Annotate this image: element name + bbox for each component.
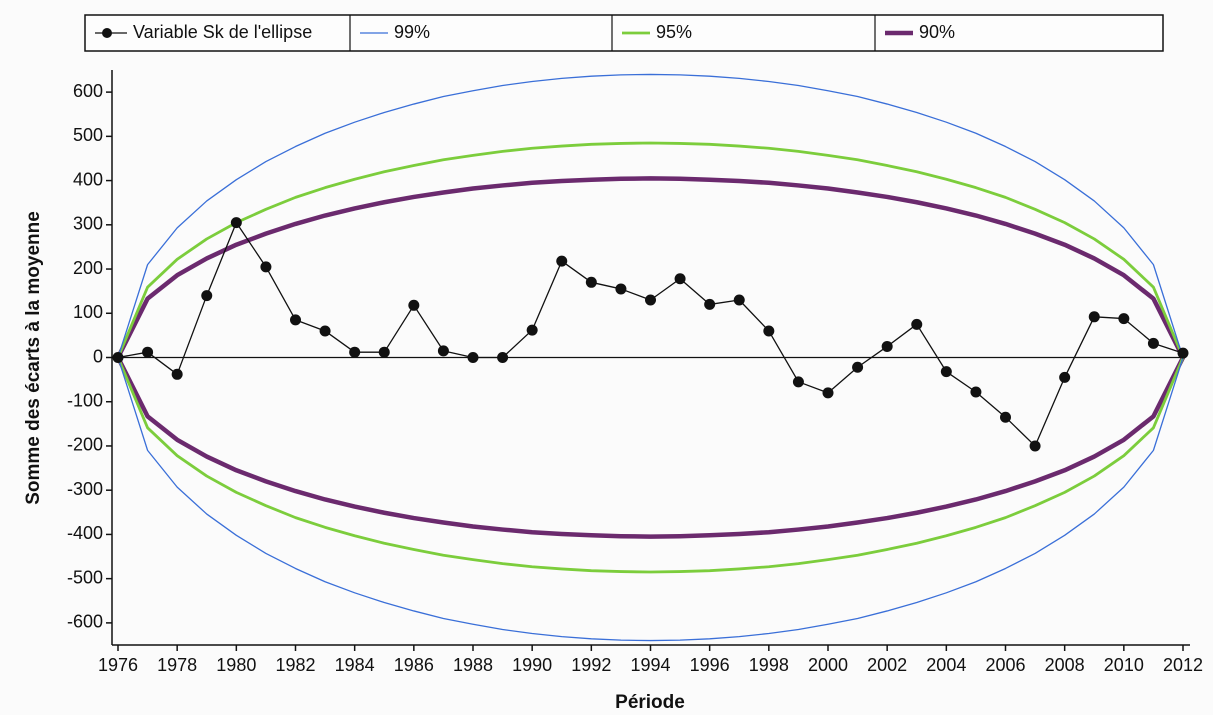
point <box>763 325 775 337</box>
y-tick-label: -100 <box>67 390 103 410</box>
band-lower <box>117 357 1184 642</box>
point <box>1000 411 1011 423</box>
band-upper <box>117 73 1184 358</box>
legend-label: Variable Sk de l'ellipse <box>133 22 312 42</box>
y-tick-label: -200 <box>67 435 103 455</box>
point <box>615 283 627 295</box>
point <box>970 386 982 398</box>
point <box>349 346 361 358</box>
point <box>1147 337 1159 349</box>
x-tick-label: 2010 <box>1104 655 1144 675</box>
point <box>556 255 568 267</box>
x-tick-label: 1998 <box>749 655 789 675</box>
point <box>437 345 449 357</box>
x-tick-label: 1994 <box>630 655 670 675</box>
band-lower <box>115 356 1186 539</box>
x-tick-label: 2006 <box>985 655 1025 675</box>
legend-marker <box>102 28 112 38</box>
y-tick-label: 300 <box>73 214 103 234</box>
point <box>852 361 864 373</box>
x-tick-label: 1984 <box>335 655 375 675</box>
x-tick-label: 2012 <box>1163 655 1203 675</box>
point <box>940 366 952 378</box>
band-lower <box>116 356 1185 574</box>
y-tick-label: 600 <box>73 81 103 101</box>
x-tick-label: 1978 <box>157 655 197 675</box>
point <box>378 346 390 358</box>
y-tick-label: 0 <box>93 346 103 366</box>
y-tick-label: -500 <box>67 567 103 587</box>
y-tick-label: 200 <box>73 258 103 278</box>
band-upper <box>115 176 1186 359</box>
point <box>792 376 804 388</box>
point <box>1088 311 1100 323</box>
series-line <box>117 221 1184 447</box>
point <box>881 340 893 352</box>
x-tick-label: 1990 <box>512 655 552 675</box>
band-upper <box>116 141 1185 359</box>
y-tick-label: 400 <box>73 169 103 189</box>
x-tick-label: 1986 <box>394 655 434 675</box>
point <box>142 346 154 358</box>
x-tick-label: 1988 <box>453 655 493 675</box>
x-tick-label: 2000 <box>808 655 848 675</box>
x-tick-label: 2008 <box>1045 655 1085 675</box>
x-tick-label: 2002 <box>867 655 907 675</box>
point <box>822 387 834 399</box>
point <box>497 352 509 363</box>
point <box>704 298 716 310</box>
point <box>112 352 124 363</box>
point <box>319 325 331 337</box>
point <box>171 368 183 380</box>
point <box>674 273 686 285</box>
x-tick-label: 1976 <box>98 655 138 675</box>
legend-label: 99% <box>394 22 430 42</box>
point <box>260 261 272 273</box>
legend-label: 90% <box>919 22 955 42</box>
point <box>733 294 745 306</box>
point <box>1059 371 1071 383</box>
x-tick-label: 2004 <box>926 655 966 675</box>
legend-label: 95% <box>656 22 692 42</box>
point <box>585 276 597 288</box>
x-tick-label: 1992 <box>571 655 611 675</box>
x-tick-label: 1980 <box>216 655 256 675</box>
y-tick-label: -600 <box>67 612 103 632</box>
point <box>645 294 656 306</box>
point <box>290 314 301 326</box>
y-axis-label: Somme des écarts à la moyenne <box>23 211 44 505</box>
point <box>230 217 242 229</box>
point <box>526 324 538 336</box>
y-tick-label: 500 <box>73 125 103 145</box>
y-tick-label: -400 <box>67 523 103 543</box>
point <box>1029 440 1041 452</box>
x-tick-label: 1982 <box>275 655 315 675</box>
point <box>201 290 213 302</box>
point <box>1118 313 1130 325</box>
point <box>911 318 923 330</box>
y-tick-label: -300 <box>67 479 103 499</box>
x-axis-label: Période <box>615 692 685 713</box>
y-tick-label: 100 <box>73 302 103 322</box>
x-tick-label: 1996 <box>690 655 730 675</box>
point <box>1177 347 1189 359</box>
point <box>467 352 479 363</box>
point <box>408 299 420 311</box>
